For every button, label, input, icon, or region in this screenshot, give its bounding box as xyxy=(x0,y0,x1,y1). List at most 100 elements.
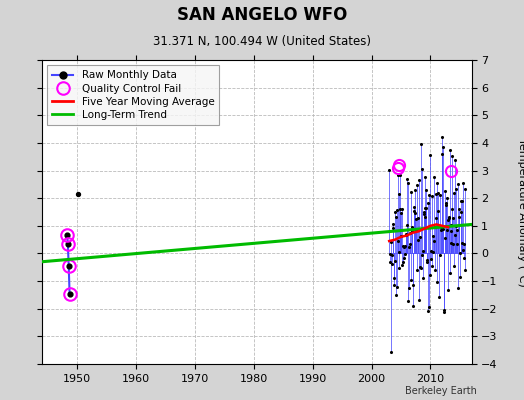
Point xyxy=(397,233,406,239)
Point xyxy=(442,202,450,209)
Legend: Raw Monthly Data, Quality Control Fail, Five Year Moving Average, Long-Term Tren: Raw Monthly Data, Quality Control Fail, … xyxy=(47,65,220,125)
Point xyxy=(441,188,449,194)
Point xyxy=(423,258,432,265)
Point xyxy=(405,285,413,291)
Point xyxy=(400,255,409,262)
Point xyxy=(389,282,398,288)
Point xyxy=(387,239,395,246)
Point xyxy=(417,265,425,271)
Point xyxy=(413,266,421,273)
Point xyxy=(449,215,457,222)
Point xyxy=(452,186,460,192)
Point xyxy=(414,215,422,222)
Point xyxy=(398,205,406,212)
Text: SAN ANGELO WFO: SAN ANGELO WFO xyxy=(177,6,347,24)
Point xyxy=(425,304,433,310)
Point xyxy=(403,176,411,182)
Point xyxy=(456,274,464,280)
Point xyxy=(406,241,414,247)
Point xyxy=(451,232,459,238)
Point xyxy=(455,206,463,212)
Point xyxy=(399,259,408,266)
Point xyxy=(413,237,422,244)
Point xyxy=(438,150,446,157)
Point xyxy=(440,309,449,316)
Point xyxy=(387,252,396,258)
Point xyxy=(417,141,425,148)
Point xyxy=(445,147,454,153)
Point xyxy=(434,190,442,196)
Point xyxy=(458,198,466,205)
Point xyxy=(448,206,456,212)
Point xyxy=(63,240,72,247)
Point xyxy=(409,282,418,288)
Point xyxy=(448,153,456,160)
Point xyxy=(432,215,440,222)
Y-axis label: Temperature Anomaly (°C): Temperature Anomaly (°C) xyxy=(517,138,524,286)
Point xyxy=(409,302,417,309)
Point xyxy=(403,298,412,305)
Text: Berkeley Earth: Berkeley Earth xyxy=(405,386,477,396)
Point xyxy=(457,209,465,215)
Point xyxy=(443,217,452,223)
Point xyxy=(454,181,463,188)
Point xyxy=(436,224,445,230)
Point xyxy=(392,292,400,298)
Point xyxy=(461,185,470,192)
Point xyxy=(424,200,433,206)
Point xyxy=(426,272,434,278)
Point xyxy=(416,234,424,240)
Point xyxy=(419,208,428,215)
Point xyxy=(395,191,403,198)
Point xyxy=(66,290,74,297)
Point xyxy=(431,267,439,273)
Point xyxy=(401,250,410,257)
Point xyxy=(407,189,415,196)
Point xyxy=(459,247,467,253)
Point xyxy=(430,173,439,180)
Point xyxy=(388,261,396,267)
Point xyxy=(461,266,469,273)
Point xyxy=(457,240,466,246)
Point xyxy=(410,204,418,210)
Point xyxy=(444,286,452,293)
Point xyxy=(412,182,421,188)
Point xyxy=(425,192,433,198)
Point xyxy=(460,255,468,261)
Point xyxy=(421,214,429,220)
Point xyxy=(429,249,438,255)
Point xyxy=(427,247,435,254)
Point xyxy=(393,206,401,213)
Point xyxy=(386,259,395,266)
Point xyxy=(450,190,458,196)
Point xyxy=(410,208,418,214)
Point xyxy=(449,241,457,247)
Point xyxy=(418,252,426,259)
Point xyxy=(441,200,450,206)
Point xyxy=(433,278,441,285)
Point xyxy=(402,231,410,237)
Point xyxy=(404,180,412,187)
Point xyxy=(385,167,394,173)
Point xyxy=(405,244,413,250)
Point xyxy=(411,216,420,222)
Text: 31.371 N, 100.494 W (United States): 31.371 N, 100.494 W (United States) xyxy=(153,35,371,48)
Point xyxy=(410,187,419,194)
Point xyxy=(408,228,417,234)
Point xyxy=(432,191,441,197)
Point xyxy=(400,244,408,250)
Point xyxy=(446,222,455,228)
Point xyxy=(391,209,399,215)
Point xyxy=(458,180,467,186)
Point xyxy=(435,294,443,300)
Point xyxy=(451,157,460,164)
Point xyxy=(456,198,465,205)
Point xyxy=(392,284,401,290)
Point xyxy=(438,134,446,140)
Point xyxy=(435,252,444,258)
Point xyxy=(396,172,405,178)
Point xyxy=(389,221,397,227)
Point xyxy=(447,240,455,246)
Point xyxy=(437,227,445,233)
Point xyxy=(74,191,83,197)
